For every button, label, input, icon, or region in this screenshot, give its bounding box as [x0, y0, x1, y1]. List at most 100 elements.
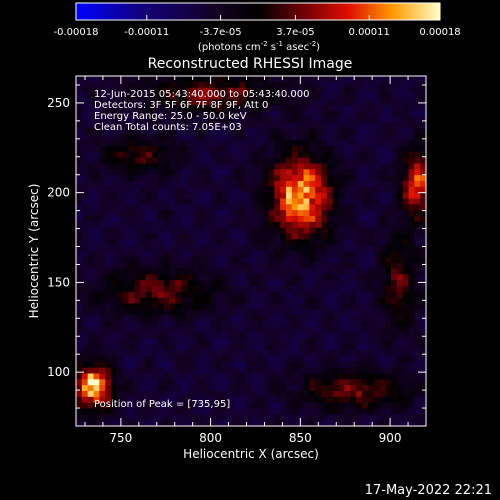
heatmap-cell	[326, 93, 334, 100]
heatmap-cell	[204, 379, 211, 386]
heatmap-cell	[175, 169, 182, 176]
heatmap-cell	[128, 420, 135, 427]
heatmap-cell	[128, 93, 135, 100]
heatmap-cell	[210, 186, 217, 194]
heatmap-cell	[163, 251, 170, 258]
heatmap-cell	[105, 356, 112, 363]
heatmap-cell	[122, 286, 129, 293]
heatmap-cell	[122, 93, 129, 100]
heatmap-cell	[111, 186, 118, 194]
heatmap-cell	[122, 233, 129, 240]
heatmap-cell	[111, 163, 118, 170]
heatmap-cell	[116, 332, 124, 339]
heatmap-cell	[181, 291, 188, 299]
heatmap-cell	[350, 396, 357, 404]
heatmap-cell	[379, 204, 386, 211]
heatmap-cell	[169, 414, 176, 421]
heatmap-cell	[251, 332, 258, 339]
heatmap-cell	[321, 198, 328, 205]
heatmap-cell	[385, 87, 392, 94]
heatmap-cell	[268, 268, 275, 275]
heatmap-cell	[379, 286, 386, 293]
heatmap-cell	[303, 291, 310, 299]
heatmap-cell	[396, 151, 404, 159]
x-axis-label: Heliocentric X (arcsec)	[183, 447, 319, 461]
heatmap-cell	[81, 105, 89, 112]
heatmap-cell	[146, 140, 153, 147]
heatmap-cell	[76, 99, 83, 106]
heatmap-cell	[140, 251, 147, 258]
heatmap-cell	[420, 76, 427, 83]
heatmap-cell	[286, 344, 293, 351]
heatmap-cell	[175, 373, 182, 380]
heatmap-cell	[169, 245, 176, 252]
heatmap-cell	[122, 338, 129, 345]
heatmap-cell	[361, 146, 369, 153]
heatmap-cell	[373, 332, 380, 339]
heatmap-cell	[151, 116, 159, 124]
heatmap-cell	[157, 140, 164, 147]
heatmap-cell	[420, 309, 427, 316]
heatmap-cell	[76, 256, 83, 264]
heatmap-cell	[414, 356, 421, 363]
heatmap-cell	[216, 221, 223, 229]
heatmap-cell	[396, 280, 404, 287]
heatmap-cell	[408, 157, 415, 164]
heatmap-cell	[262, 221, 269, 229]
heatmap-cell	[76, 414, 83, 421]
heatmap-cell	[227, 280, 234, 287]
heatmap-cell	[128, 256, 135, 264]
heatmap-cell	[87, 286, 94, 293]
heatmap-cell	[356, 367, 363, 374]
heatmap-cell	[303, 76, 310, 83]
heatmap-cell	[402, 227, 409, 234]
heatmap-cell	[262, 379, 269, 386]
heatmap-cell	[134, 181, 141, 188]
heatmap-cell	[356, 105, 363, 112]
heatmap-cell	[344, 361, 351, 369]
heatmap-cell	[111, 315, 118, 322]
heatmap-cell	[87, 186, 94, 194]
heatmap-cell	[373, 268, 380, 275]
heatmap-cell	[385, 332, 392, 339]
heatmap-cell	[204, 186, 211, 194]
heatmap-cell	[210, 262, 217, 269]
heatmap-cell	[408, 99, 415, 106]
heatmap-cell	[93, 391, 100, 398]
heatmap-cell	[262, 122, 269, 129]
heatmap-cell	[181, 402, 188, 409]
heatmap-cell	[379, 291, 386, 299]
heatmap-cell	[326, 280, 334, 287]
heatmap-cell	[361, 76, 369, 83]
heatmap-cell	[122, 204, 129, 211]
heatmap-cell	[175, 414, 182, 421]
heatmap-cell	[391, 210, 398, 217]
heatmap-cell	[321, 233, 328, 240]
heatmap-cell	[408, 239, 415, 246]
heatmap-cell	[140, 163, 147, 170]
heatmap-cell	[367, 297, 374, 304]
heatmap-cell	[221, 198, 229, 205]
heatmap-cell	[309, 262, 316, 269]
heatmap-cell	[76, 245, 83, 252]
heatmap-cell	[163, 332, 170, 339]
heatmap-cell	[350, 297, 357, 304]
heatmap-cell	[420, 163, 427, 170]
heatmap-cell	[93, 356, 100, 363]
heatmap-cell	[87, 361, 94, 369]
heatmap-cell	[192, 256, 199, 264]
heatmap-cell	[210, 239, 217, 246]
heatmap-cell	[385, 402, 392, 409]
heatmap-cell	[122, 245, 129, 252]
heatmap-cell	[81, 87, 89, 94]
heatmap-cell	[414, 361, 421, 369]
heatmap-cell	[111, 262, 118, 269]
heatmap-cell	[169, 373, 176, 380]
heatmap-cell	[326, 291, 334, 299]
heatmap-cell	[233, 420, 240, 427]
heatmap-cell	[286, 268, 293, 275]
heatmap-cell	[245, 111, 252, 118]
heatmap-cell	[332, 181, 339, 188]
heatmap-cell	[350, 245, 357, 252]
heatmap-cell	[227, 379, 234, 386]
